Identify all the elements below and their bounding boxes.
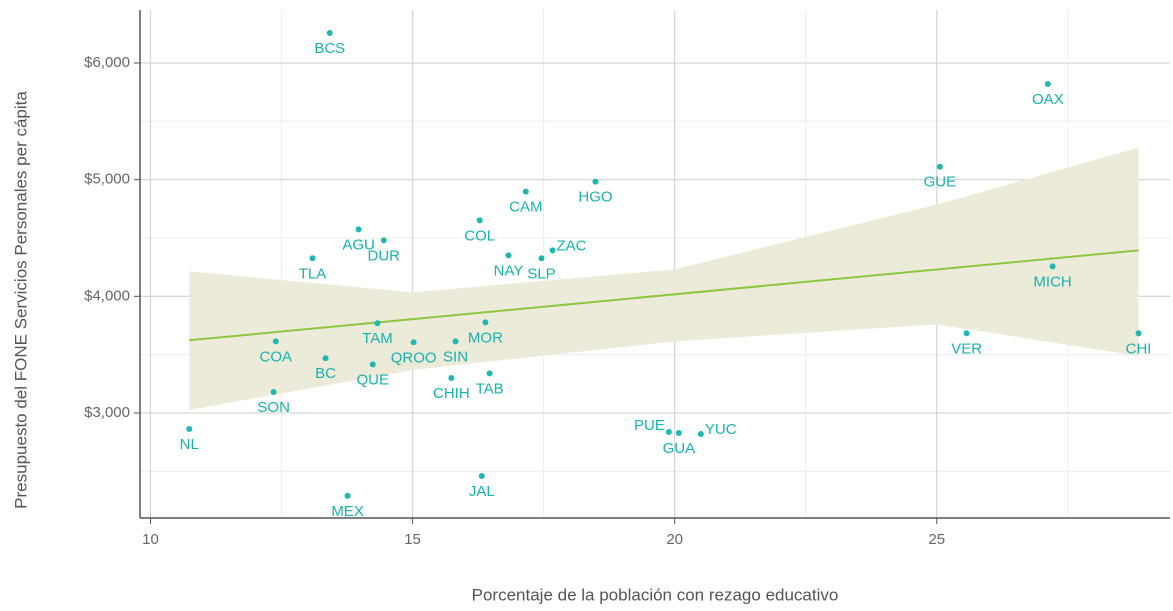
point-label: BCS <box>314 40 345 57</box>
point-label: TLA <box>299 265 327 282</box>
point-label: YUC <box>705 421 737 438</box>
point <box>482 319 489 326</box>
point-label: TAM <box>362 330 393 347</box>
y-tick-label: $5,000 <box>84 171 130 188</box>
point-label: SON <box>257 399 290 416</box>
point-label: JAL <box>469 483 495 500</box>
point <box>478 472 485 479</box>
point <box>380 237 387 244</box>
point <box>476 217 483 224</box>
point <box>355 226 362 233</box>
point <box>592 178 599 185</box>
point-label: MOR <box>468 329 503 346</box>
point-label: MICH <box>1033 273 1071 290</box>
point-label: GUE <box>924 174 957 191</box>
point <box>697 430 704 437</box>
point <box>963 330 970 337</box>
point <box>186 425 193 432</box>
point <box>538 255 545 262</box>
x-tick-label: 25 <box>928 531 945 548</box>
point <box>1049 263 1056 270</box>
point <box>309 255 316 262</box>
point <box>452 338 459 345</box>
point-label: SIN <box>443 348 468 365</box>
y-tick-label: $4,000 <box>84 287 130 304</box>
point-label: QUE <box>356 371 389 388</box>
y-axis-title: Presupuesto del FONE Servicios Personale… <box>11 91 30 509</box>
point-label: CHI <box>1126 340 1152 357</box>
point <box>936 163 943 170</box>
x-tick-label: 10 <box>142 531 159 548</box>
x-axis-title: Porcentaje de la población con rezago ed… <box>472 585 839 604</box>
point-label: HGO <box>578 189 612 206</box>
point <box>270 388 277 395</box>
point-label: TAB <box>476 380 504 397</box>
point <box>448 374 455 381</box>
point-label: COL <box>464 227 495 244</box>
x-tick-label: 20 <box>666 531 683 548</box>
point <box>344 492 351 499</box>
point <box>665 429 672 436</box>
point-label: GUA <box>663 440 696 457</box>
trend-line <box>189 249 1139 342</box>
point-label: BC <box>315 365 336 382</box>
point <box>1135 330 1142 337</box>
point-label: CHIH <box>433 385 470 402</box>
y-tick-label: $6,000 <box>84 54 130 71</box>
point <box>1044 80 1051 87</box>
point <box>675 429 682 436</box>
point-label: DUR <box>367 247 400 264</box>
point <box>272 338 279 345</box>
y-tick-label: $3,000 <box>84 404 130 421</box>
point <box>549 247 556 254</box>
point-label: QROO <box>391 349 437 366</box>
x-tick-label: 15 <box>404 531 421 548</box>
point <box>410 339 417 346</box>
point-label: VER <box>951 340 982 357</box>
point <box>326 29 333 36</box>
point-label: ZAC <box>557 237 587 254</box>
point-label: SLP <box>527 265 555 282</box>
point-label: MEX <box>331 503 364 520</box>
point-label: NL <box>180 436 199 453</box>
point <box>369 361 376 368</box>
point-label: NAY <box>494 262 524 279</box>
point <box>522 188 529 195</box>
point <box>322 355 329 362</box>
point-label: OAX <box>1032 91 1064 108</box>
point <box>486 370 493 377</box>
point-label: CAM <box>509 199 542 216</box>
point-label: PUE <box>634 417 665 434</box>
point <box>505 252 512 259</box>
point-label: AGU <box>342 236 375 253</box>
point <box>374 320 381 327</box>
point-label: COA <box>260 348 293 365</box>
confidence-band <box>189 147 1139 410</box>
